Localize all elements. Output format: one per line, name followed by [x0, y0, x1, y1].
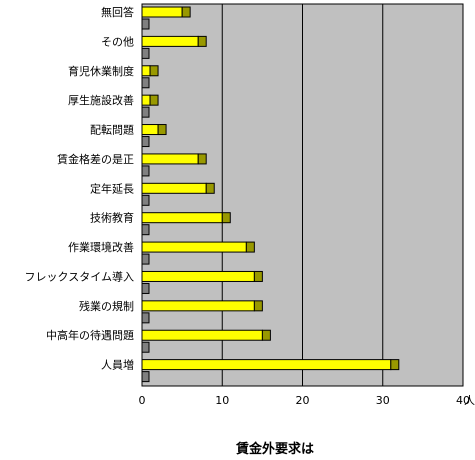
category-label-3: 厚生施設改善	[68, 93, 134, 107]
bar-1	[141, 35, 199, 47]
bar-7	[141, 212, 223, 224]
bar-2	[141, 65, 151, 77]
bar-cap-3	[149, 94, 159, 106]
bar-cap-7	[221, 212, 231, 224]
bar-10	[141, 300, 255, 312]
bar-3	[141, 94, 151, 106]
stub-bar-8	[141, 253, 150, 265]
stub-bar-0	[141, 18, 150, 30]
bars	[141, 6, 400, 371]
category-label-8: 作業環境改善	[68, 240, 134, 254]
stub-bar-5	[141, 165, 150, 177]
stub-bar-12	[141, 371, 150, 383]
bar-cap-4	[157, 124, 167, 136]
bar-cap-11	[261, 329, 271, 341]
bar-12	[141, 359, 392, 371]
stub-bar-4	[141, 136, 150, 148]
bar-cap-1	[197, 35, 207, 47]
category-label-12: 人員増	[101, 359, 134, 372]
bar-8	[141, 241, 247, 253]
x-unit-label: 人	[464, 394, 475, 407]
stub-bar-7	[141, 224, 150, 236]
category-label-2: 育児休業制度	[68, 64, 134, 78]
stub-bar-1	[141, 47, 150, 59]
category-labels: 無回答その他育児休業制度厚生施設改善配転問題賃金格差の是正定年延長技術教育作業環…	[25, 5, 134, 372]
tick-label-4: 40	[456, 394, 470, 407]
bar-4	[141, 124, 159, 136]
bar-6	[141, 182, 207, 194]
tick-label-1: 10	[215, 394, 229, 407]
bar-cap-12	[390, 359, 400, 371]
category-label-7: 技術教育	[90, 211, 134, 225]
category-label-6: 定年延長	[90, 181, 134, 195]
bar-cap-8	[245, 241, 255, 253]
bar-5	[141, 153, 199, 165]
tick-labels: 0 10 20 30 40	[139, 394, 471, 407]
small-bars	[141, 18, 150, 383]
stub-bar-6	[141, 194, 150, 206]
category-label-11: 中高年の待遇問題	[46, 328, 134, 342]
stub-bar-11	[141, 341, 150, 353]
category-label-10: 残業の規制	[79, 299, 134, 313]
stub-bar-2	[141, 77, 150, 89]
bar-cap-0	[181, 6, 191, 18]
category-label-9: フレックスタイム導入	[25, 269, 134, 283]
stub-bar-9	[141, 282, 150, 294]
bar-cap-10	[253, 300, 263, 312]
category-label-5: 賃金格差の是正	[57, 152, 134, 166]
bar-11	[141, 329, 263, 341]
tick-label-3: 30	[376, 394, 390, 407]
bar-cap-2	[149, 65, 159, 77]
gridlines	[221, 4, 384, 386]
tick-label-2: 20	[296, 394, 310, 407]
chart-title: 賃金外要求は	[235, 441, 314, 457]
stub-bar-3	[141, 106, 150, 118]
bar-0	[141, 6, 183, 18]
bar-cap-5	[197, 153, 207, 165]
tick-label-0: 0	[139, 394, 146, 407]
category-label-1: その他	[101, 35, 134, 48]
bar-cap-6	[205, 182, 215, 194]
stub-bar-10	[141, 312, 150, 324]
bar-9	[141, 270, 255, 282]
category-label-4: 配転問題	[90, 124, 134, 137]
category-label-0: 無回答	[101, 5, 134, 19]
bar-cap-9	[253, 270, 263, 282]
